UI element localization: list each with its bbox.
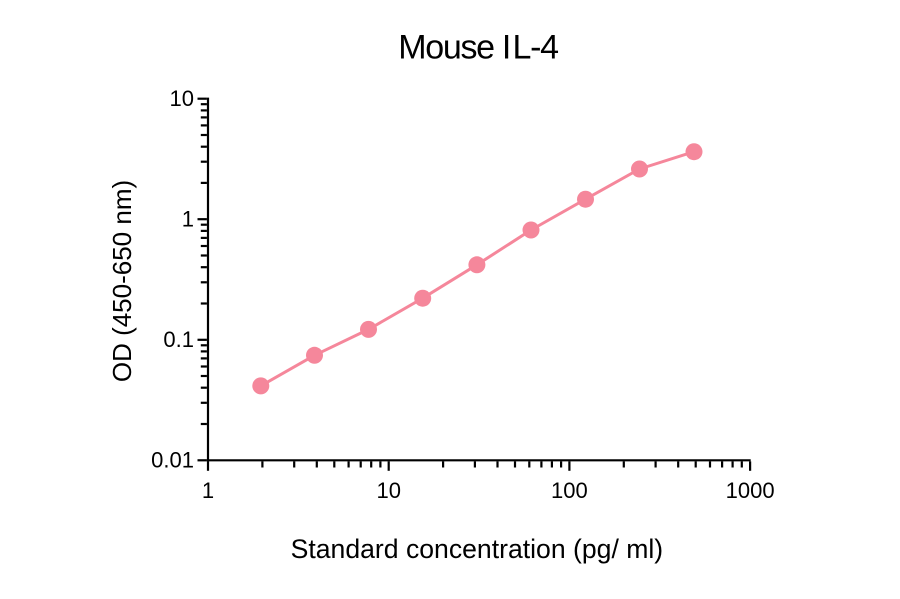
svg-text:Mouse IL-4: Mouse IL-4 (398, 28, 558, 66)
svg-text:0.1: 0.1 (163, 327, 194, 352)
svg-text:10: 10 (376, 478, 400, 503)
svg-text:100: 100 (551, 478, 588, 503)
svg-text:0.01: 0.01 (151, 448, 194, 473)
svg-text:1000: 1000 (726, 478, 775, 503)
svg-text:OD (450-650 nm): OD (450-650 nm) (107, 180, 137, 382)
svg-text:Standard concentration (pg/ ml: Standard concentration (pg/ ml) (291, 534, 664, 564)
svg-text:1: 1 (182, 207, 194, 232)
svg-text:1: 1 (202, 478, 214, 503)
svg-text:10: 10 (170, 86, 194, 111)
